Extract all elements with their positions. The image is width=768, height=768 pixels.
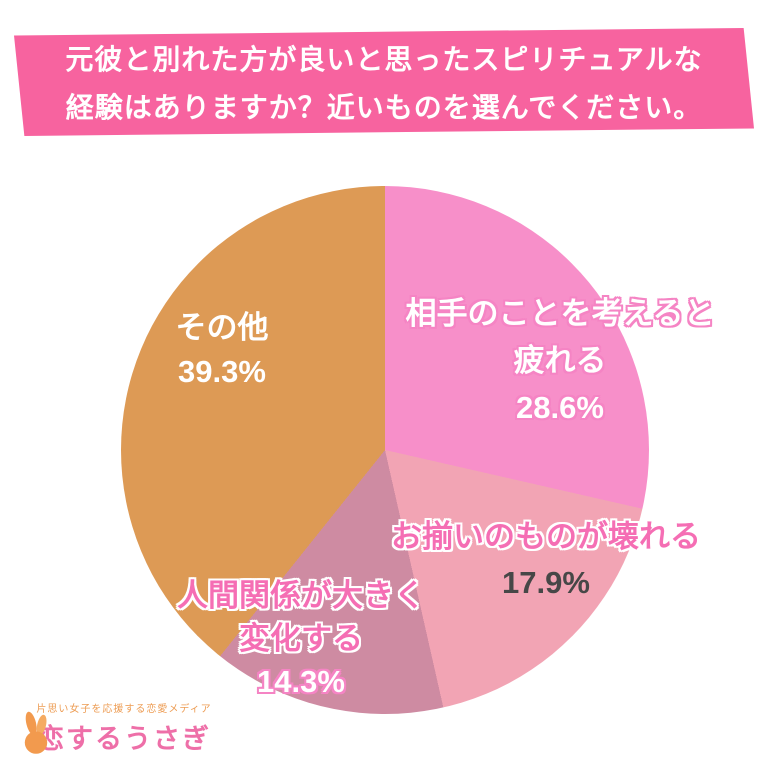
slice-label-relationships-line2: 変化する	[239, 621, 363, 656]
slice-label-relationships-line1: 人間関係が大きく	[177, 578, 425, 613]
rabbit-logo-icon	[24, 711, 48, 754]
slice-label-other: その他 39.3%	[122, 306, 322, 394]
slice-label-matching-items-pct: 17.9%	[502, 565, 590, 600]
logo-name: 恋するうさぎ	[37, 724, 211, 754]
slice-label-other-text: その他	[175, 310, 269, 345]
slice-label-tired: 相手のことを考えると 疲れる 28.6%	[364, 290, 756, 431]
slice-label-relationships: 人間関係が大きく 変化する 14.3%	[156, 574, 446, 703]
banner-title-line1: 元彼と別れた方が良いと思ったスピリチュアルな	[65, 44, 703, 75]
slice-label-tired-line1: 相手のことを考えると	[405, 296, 715, 331]
banner-title-line2: 経験はありますか？近いものを選んでください。	[65, 92, 703, 123]
pie-chart	[121, 186, 649, 714]
slice-label-other-pct: 39.3%	[178, 354, 266, 389]
slice-label-tired-pct: 28.6%	[516, 390, 604, 425]
slice-label-matching-items: お揃いのものが壊れる 17.9%	[340, 514, 752, 606]
slice-label-tired-line2: 疲れる	[513, 343, 607, 378]
slice-label-relationships-pct: 14.3%	[257, 664, 345, 699]
slice-label-matching-items-text: お揃いのものが壊れる	[391, 519, 701, 554]
logo-tagline: 片思い女子を応援する恋愛メディア	[36, 704, 212, 715]
title-banner: 元彼と別れた方が良いと思ったスピリチュアルな 経験はありますか？近いものを選んで…	[14, 28, 754, 136]
site-logo: 片思い女子を応援する恋愛メディア 恋するうさぎ	[24, 700, 224, 756]
